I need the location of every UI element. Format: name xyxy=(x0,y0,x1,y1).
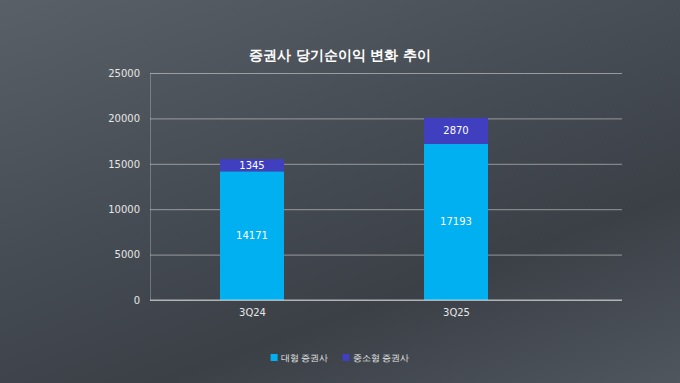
legend-item: 대형 증권사 xyxy=(271,353,329,363)
y-axis: 0 5000 10000 15000 20000 25000 xyxy=(108,68,622,306)
bar xyxy=(220,159,284,171)
legend-label: 대형 증권사 xyxy=(281,353,329,363)
y-axis-line xyxy=(150,74,151,301)
x-axis: 3Q24 3Q25 xyxy=(150,300,622,318)
y-tick-label: 25000 xyxy=(108,68,140,79)
y-tick-label: 10000 xyxy=(108,204,140,215)
y-tick: 25000 xyxy=(108,68,622,79)
grid-line xyxy=(150,118,622,119)
grid-line xyxy=(150,73,622,74)
bars xyxy=(220,118,488,300)
legend-swatch xyxy=(271,354,278,361)
data-labels: 14171 17193 1345 2870 xyxy=(236,125,472,241)
y-tick: 0 xyxy=(134,295,622,306)
legend: 대형 증권사 중소형 증권사 xyxy=(271,353,410,363)
y-tick: 20000 xyxy=(108,113,622,124)
x-tick-label: 3Q24 xyxy=(239,307,266,318)
chart: 증권사 당기순이익 변화 추이 0 5000 10000 15000 20000 25000… xyxy=(0,0,680,383)
legend-label: 중소형 증권사 xyxy=(353,353,410,363)
y-tick-label: 5000 xyxy=(115,249,140,260)
legend-swatch xyxy=(343,354,350,361)
x-tick-label: 3Q25 xyxy=(443,307,470,318)
data-label: 1345 xyxy=(239,160,264,171)
bar xyxy=(424,144,488,300)
y-tick-label: 15000 xyxy=(108,159,140,170)
grid-line xyxy=(150,300,622,301)
y-tick: 10000 xyxy=(108,204,622,215)
x-tick: 3Q25 xyxy=(443,300,470,318)
bar xyxy=(220,171,284,300)
y-tick: 5000 xyxy=(115,249,622,260)
data-label: 2870 xyxy=(443,125,468,136)
title: 증권사 당기순이익 변화 추이 xyxy=(249,47,432,63)
data-label: 17193 xyxy=(440,216,472,227)
y-tick-label: 20000 xyxy=(108,113,140,124)
y-tick: 15000 xyxy=(108,159,622,170)
bar xyxy=(424,118,488,144)
x-tick: 3Q24 xyxy=(239,300,266,318)
data-label: 14171 xyxy=(236,230,268,241)
x-axis-line xyxy=(150,300,622,301)
legend-item: 중소형 증권사 xyxy=(343,353,410,363)
y-tick-label: 0 xyxy=(134,295,140,306)
